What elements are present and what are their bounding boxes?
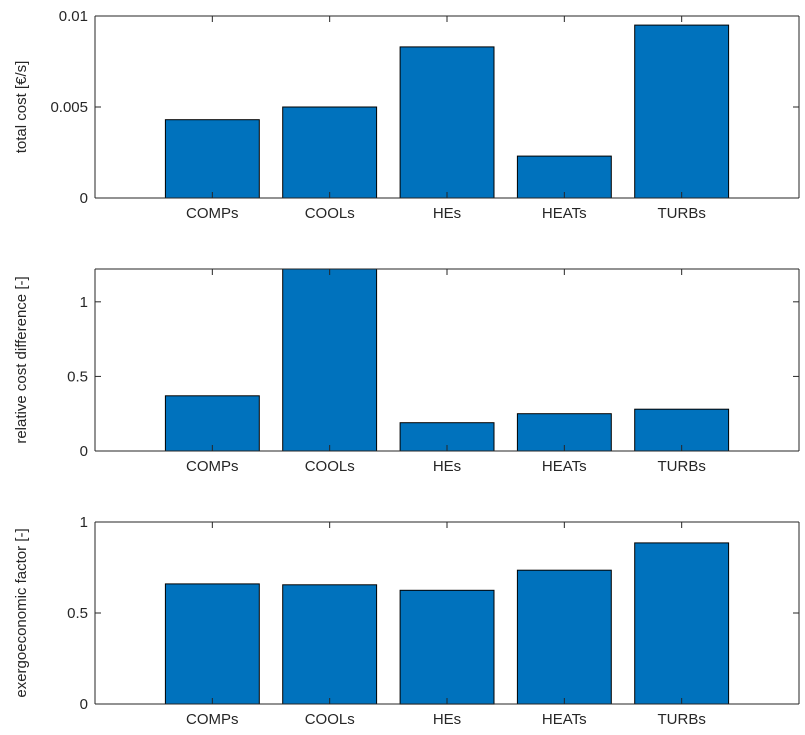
subplot-1-x-tick-label-comps: COMPs: [186, 205, 239, 222]
subplot-3-y-tick-label: 1: [80, 514, 88, 531]
subplot-1-bar-heats: [516, 155, 612, 199]
subplot-2-x-tick-label-cools: COOLs: [305, 458, 355, 475]
subplot-1-x-tick-label-heats: HEATs: [542, 205, 587, 222]
subplot-1-y-tick-label: 0.01: [59, 8, 88, 25]
subplot-2-y-tick-label: 0.5: [67, 368, 88, 385]
subplot-1-x-tick-label-cools: COOLs: [305, 205, 355, 222]
subplot-2-x-tick-label-comps: COMPs: [186, 458, 239, 475]
subplot-3-x-tick-label-turbs: TURBs: [658, 711, 706, 728]
subplot-2-bar-turbs: [634, 408, 730, 452]
subplot-3-x-tick-label-hes: HEs: [433, 711, 461, 728]
subplot-2-x-tick-label-hes: HEs: [433, 458, 461, 475]
subplot-1-x-tick-label-hes: HEs: [433, 205, 461, 222]
subplot-2-x-tick-label-heats: HEATs: [542, 458, 587, 475]
subplot-3-bar-cools: [282, 584, 378, 705]
subplot-2-y-tick-label: 0: [80, 443, 88, 460]
subplot-2-y-axis-label: relative cost difference [-]: [13, 276, 30, 443]
subplot-3-y-tick-label: 0: [80, 696, 88, 713]
subplot-1-bar-turbs: [634, 24, 730, 199]
subplot-1-y-tick-label: 0.005: [50, 99, 88, 116]
subplot-3-bar-comps: [164, 583, 260, 705]
subplot-3-y-tick-label: 0.5: [67, 605, 88, 622]
subplot-1-bar-cools: [282, 106, 378, 199]
subplot-2-bar-heats: [516, 413, 612, 452]
subplot-1-y-tick-label: 0: [80, 190, 88, 207]
subplot-2-x-tick-label-turbs: TURBs: [658, 458, 706, 475]
subplot-3-y-axis-label: exergoeconomic factor [-]: [13, 528, 30, 697]
subplot-3-bar-heats: [516, 569, 612, 705]
subplot-3-x-tick-label-comps: COMPs: [186, 711, 239, 728]
subplot-3-bar-turbs: [634, 542, 730, 705]
subplot-1-x-tick-label-turbs: TURBs: [658, 205, 706, 222]
subplot-3-x-tick-label-cools: COOLs: [305, 711, 355, 728]
subplot-3-bar-hes: [399, 589, 495, 705]
subplot-1-y-axis-label: total cost [€/s]: [13, 61, 30, 154]
subplot-2-y-tick-label: 1: [80, 294, 88, 311]
subplot-3-x-tick-label-heats: HEATs: [542, 711, 587, 728]
subplot-1-bar-hes: [399, 46, 495, 199]
subplot-2-bar-comps: [164, 395, 260, 452]
subplot-1-bar-comps: [164, 119, 260, 199]
subplot-2-bar-cools: [282, 268, 378, 452]
